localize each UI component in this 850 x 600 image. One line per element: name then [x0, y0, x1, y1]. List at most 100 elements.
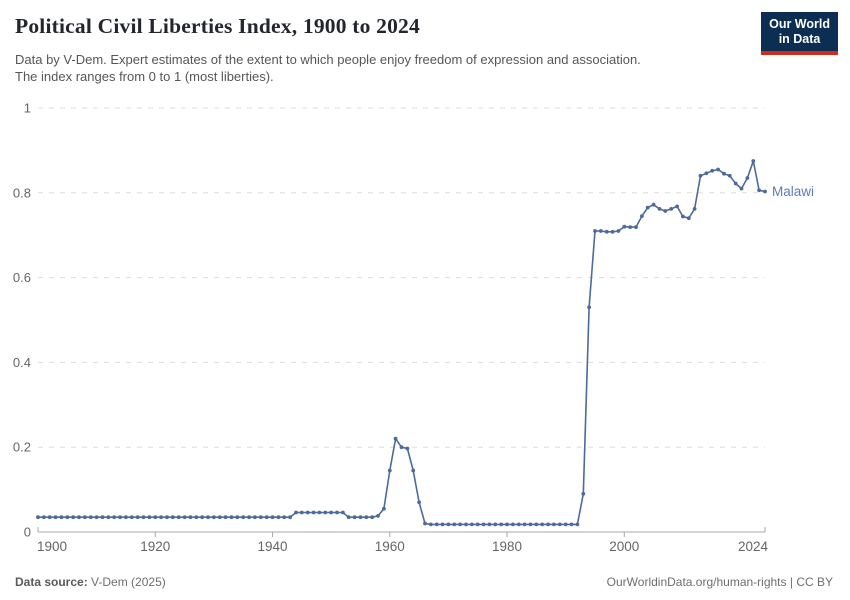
- data-point-marker: [276, 515, 281, 520]
- data-point-marker: [329, 510, 333, 515]
- y-axis-tick-label: 0.2: [13, 440, 31, 455]
- data-point-marker: [235, 515, 240, 520]
- data-point-marker: [634, 225, 638, 230]
- data-point-marker: [446, 522, 451, 527]
- data-point-marker: [364, 515, 369, 520]
- data-point-marker: [458, 522, 462, 527]
- data-point-marker: [182, 515, 187, 520]
- data-point-marker: [598, 229, 603, 233]
- data-point-marker: [763, 189, 767, 194]
- data-point-marker: [393, 436, 398, 441]
- data-point-marker: [282, 515, 287, 520]
- data-point-marker: [94, 515, 99, 520]
- data-point-marker: [733, 181, 738, 186]
- footer-credits: OurWorldinData.org/human-rights | CC BY: [607, 575, 833, 589]
- data-point-marker: [112, 515, 117, 520]
- data-point-marker: [722, 171, 726, 176]
- data-point-marker: [36, 515, 40, 520]
- x-axis-tick-label: 1900: [37, 539, 67, 554]
- data-point-marker: [434, 522, 439, 527]
- data-point-marker: [470, 522, 474, 527]
- data-point-marker: [135, 515, 140, 520]
- data-point-marker: [411, 468, 416, 473]
- data-point-marker: [681, 214, 685, 219]
- data-point-marker: [528, 522, 533, 527]
- data-point-marker: [370, 515, 375, 520]
- data-point-marker: [270, 515, 275, 520]
- data-point-marker: [616, 229, 621, 233]
- data-point-marker: [141, 515, 146, 520]
- data-point-marker: [757, 188, 761, 193]
- x-axis-tick-label: 2000: [609, 539, 639, 554]
- data-point-marker: [417, 500, 421, 505]
- data-point-marker: [399, 445, 404, 450]
- data-point-marker: [212, 515, 216, 520]
- y-axis-tick-label: 0.4: [13, 355, 31, 370]
- data-point-marker: [716, 167, 720, 172]
- data-point-marker: [200, 515, 205, 520]
- data-point-marker: [546, 522, 550, 527]
- data-point-marker: [165, 515, 169, 520]
- owid-logo-line1: Our World: [769, 17, 830, 31]
- data-point-marker: [669, 207, 674, 211]
- data-point-marker: [440, 522, 445, 527]
- data-point-marker: [147, 515, 152, 520]
- data-point-marker: [651, 202, 656, 207]
- x-axis-tick-label: 1960: [375, 539, 405, 554]
- data-point-marker: [516, 522, 521, 527]
- chart-subtitle-line1: Data by V-Dem. Expert estimates of the e…: [15, 52, 641, 67]
- data-point-marker: [253, 515, 257, 520]
- data-point-marker: [346, 515, 351, 520]
- footer-separator: |: [786, 575, 797, 589]
- data-point-marker: [376, 514, 380, 518]
- data-point-marker: [258, 515, 263, 520]
- data-point-marker: [745, 176, 750, 180]
- y-axis-tick-label: 0.8: [13, 185, 31, 200]
- data-point-marker: [42, 515, 46, 520]
- data-point-marker: [557, 522, 562, 527]
- data-point-marker: [124, 515, 128, 520]
- data-point-marker: [405, 446, 410, 451]
- data-point-marker: [194, 515, 199, 520]
- data-point-marker: [563, 522, 568, 527]
- data-point-marker: [645, 205, 650, 210]
- data-point-marker: [569, 522, 574, 527]
- data-point-marker: [264, 515, 269, 520]
- data-point-marker: [487, 522, 492, 527]
- data-point-marker: [317, 510, 322, 515]
- data-point-marker: [159, 515, 164, 520]
- data-point-marker: [522, 522, 527, 527]
- data-point-marker: [505, 522, 509, 527]
- data-point-marker: [511, 522, 515, 527]
- owid-logo-line2: in Data: [778, 32, 821, 47]
- data-point-marker: [751, 159, 756, 163]
- data-point-marker: [106, 515, 111, 520]
- data-point-marker: [65, 515, 70, 520]
- data-point-marker: [323, 510, 328, 515]
- data-point-marker: [229, 515, 234, 520]
- data-point-marker: [575, 522, 580, 527]
- data-source-value: V-Dem (2025): [87, 575, 166, 589]
- data-point-marker: [335, 510, 339, 515]
- data-point-marker: [604, 229, 609, 234]
- data-point-marker: [77, 515, 81, 520]
- data-point-marker: [118, 515, 122, 520]
- data-point-marker: [299, 510, 304, 515]
- data-point-marker: [59, 515, 64, 520]
- owid-logo: Our World in Data: [761, 12, 838, 55]
- data-point-marker: [88, 515, 93, 520]
- chart-subtitle-line2: The index ranges from 0 to 1 (most liber…: [15, 69, 274, 85]
- data-point-marker: [686, 216, 691, 221]
- data-point-marker: [53, 515, 58, 520]
- y-axis-tick-label: 0.6: [13, 270, 31, 285]
- data-point-marker: [311, 510, 316, 515]
- data-point-marker: [247, 515, 252, 520]
- data-point-marker: [387, 468, 392, 473]
- malawi-series-line[interactable]: [38, 160, 766, 526]
- data-point-marker: [241, 515, 246, 520]
- data-point-marker: [640, 214, 644, 219]
- footer-link[interactable]: OurWorldinData.org/human-rights: [606, 575, 787, 589]
- series-label-malawi[interactable]: Malawi: [772, 184, 814, 199]
- data-point-marker: [675, 204, 679, 209]
